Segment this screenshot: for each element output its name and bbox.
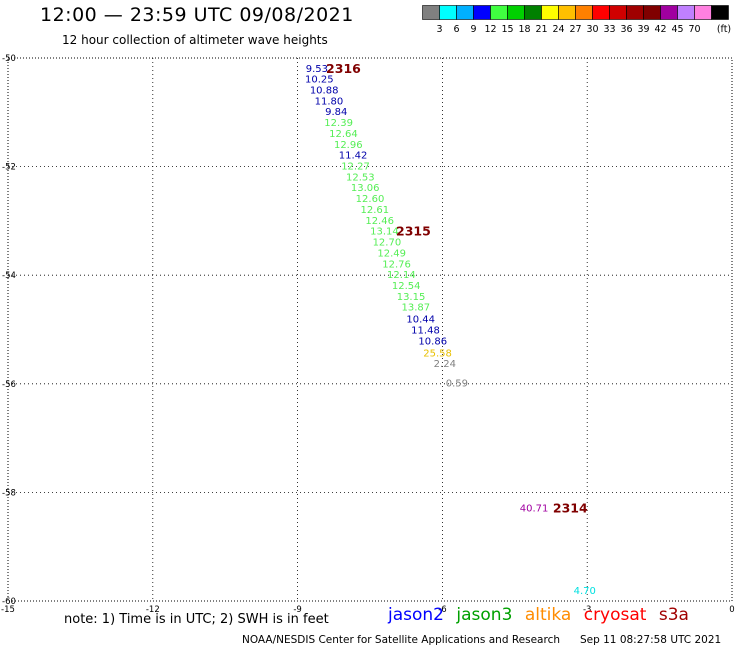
legend-altika: altika <box>524 605 572 625</box>
wave-height-point: 40.71 <box>520 504 549 515</box>
wave-height-point: 11.42 <box>339 151 368 162</box>
color-scale-bar: 3 6 9 12 15 18 21 24 27 30 33 36 39 42 45 70 (ft) <box>422 5 731 35</box>
chart-title: 12:00 — 23:59 UTC 09/08/2021 <box>40 4 354 26</box>
wave-height-point: 25.58 <box>423 348 452 359</box>
y-tick-label: -56 <box>2 380 16 390</box>
colorbar-label: 30 <box>586 24 598 35</box>
x-tick-label: -9 <box>293 605 301 615</box>
wave-height-point: 11.80 <box>315 96 344 107</box>
footer-note: note: 1) Time is in UTC; 2) SWH is in fe… <box>64 612 329 627</box>
wave-height-point: 2.24 <box>434 359 456 370</box>
legend-jason3: jason3 <box>456 605 513 625</box>
wave-height-point: 10.86 <box>418 336 447 347</box>
wave-height-point: 12.61 <box>361 205 390 216</box>
x-tick-label: 0 <box>729 605 734 615</box>
satellite-legend: jason2 jason3 altika cryosat s3a <box>388 605 696 625</box>
wave-height-point: 10.88 <box>310 85 339 96</box>
wave-height-point: 12.53 <box>346 172 375 183</box>
colorbar-label: 70 <box>688 24 700 35</box>
colorbar-label: 24 <box>552 24 564 35</box>
pass-number-label: 2314 <box>553 501 588 516</box>
y-tick-label: -58 <box>2 488 16 498</box>
pass-number-label: 2315 <box>396 224 431 239</box>
wave-height-point: 12.64 <box>329 129 358 140</box>
colorbar-label: 15 <box>501 24 513 35</box>
legend-s3a: s3a <box>658 605 689 625</box>
wave-height-point: 13.06 <box>351 183 380 194</box>
colorbar-label: 3 <box>436 24 442 35</box>
plot-frame <box>7 57 733 602</box>
wave-height-point: 10.44 <box>406 315 435 326</box>
colorbar-label: 45 <box>671 24 683 35</box>
y-tick-label: -50 <box>2 54 16 64</box>
x-tick-label: -6 <box>438 605 446 615</box>
wave-height-point: 9.84 <box>325 107 347 118</box>
colorbar-label: 42 <box>654 24 666 35</box>
credit-text: NOAA/NESDIS Center for Satellite Applica… <box>242 634 560 646</box>
wave-height-point: 13.87 <box>402 303 431 314</box>
colorbar-label: 39 <box>637 24 649 35</box>
wave-height-point: 0.59 <box>446 379 468 390</box>
wave-height-point: 13.15 <box>397 292 426 303</box>
wave-height-point: 11.48 <box>411 326 440 337</box>
colorbar-label: 36 <box>620 24 632 35</box>
wave-height-point: 12.27 <box>341 162 370 173</box>
wave-height-point: 12.70 <box>373 238 402 249</box>
wave-height-point: 12.39 <box>324 118 353 129</box>
plot-area: -50 -52 -54 -56 -58 -60-15 -12 -9 -6 -3 0 9.5310.25… <box>1 54 735 615</box>
colorbar-label: 27 <box>569 24 581 35</box>
wave-height-point: 12.46 <box>365 216 394 227</box>
wave-height-point: 12.54 <box>392 281 421 292</box>
wave-height-point: 12.96 <box>334 140 363 151</box>
wave-height-point: 10.25 <box>305 75 334 86</box>
wave-height-point: 12.60 <box>356 194 385 205</box>
x-tick-label: -15 <box>1 605 15 615</box>
colorbar-label: 18 <box>518 24 530 35</box>
colorbar-label: 33 <box>603 24 615 35</box>
colorbar-swatch <box>711 5 729 20</box>
generated-timestamp: Sep 11 08:27:58 UTC 2021 <box>580 634 722 646</box>
colorbar-unit: (ft) <box>717 24 731 35</box>
pass-number-label: 2316 <box>326 61 361 76</box>
colorbar-label: 12 <box>484 24 496 35</box>
wave-height-point: 12.49 <box>377 248 406 259</box>
wave-height-point: 12.14 <box>387 270 416 281</box>
colorbar-label: 9 <box>470 24 476 35</box>
wave-height-point: 9.53 <box>306 64 328 75</box>
wave-height-point: 4.70 <box>574 586 596 597</box>
wave-height-point: 12.76 <box>382 259 411 270</box>
y-tick-label: -60 <box>2 597 16 607</box>
colorbar-label: 21 <box>535 24 547 35</box>
x-tick-label: -12 <box>146 605 160 615</box>
legend-jason2: jason2 <box>388 605 444 625</box>
colorbar-label: 6 <box>453 24 459 35</box>
wave-height-point: 13.14 <box>370 227 399 238</box>
y-tick-label: -52 <box>2 163 16 173</box>
x-tick-label: -3 <box>583 605 591 615</box>
y-tick-label: -54 <box>2 271 16 281</box>
chart-subtitle: 12 hour collection of altimeter wave hei… <box>62 33 328 47</box>
legend-cryosat: cryosat <box>583 605 647 625</box>
